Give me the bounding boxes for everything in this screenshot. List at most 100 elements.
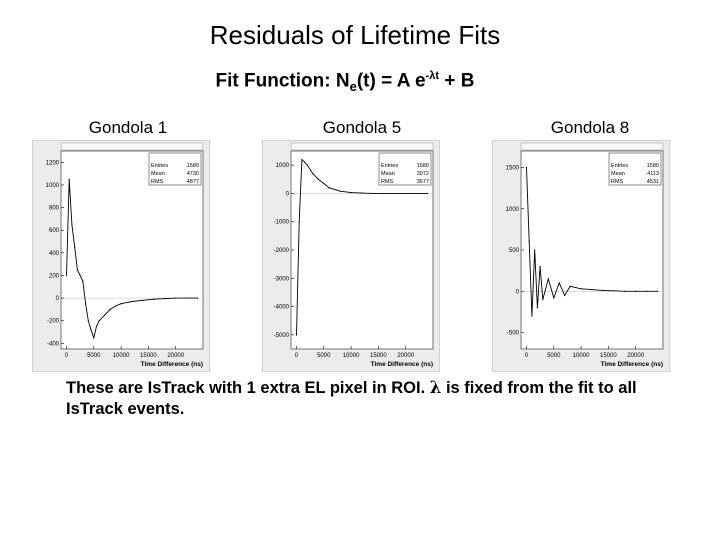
data-point — [196, 297, 199, 299]
data-point — [68, 178, 70, 180]
slide-title: Residuals of Lifetime Fits — [209, 20, 501, 50]
chart-panel-gondola-5: Entries 1580 Mean 3072 RMS 3677 -5000 -4000 -300… — [262, 140, 440, 372]
y-tick-label: 1000 — [276, 163, 290, 169]
data-point — [298, 221, 300, 223]
chart-panel-gondola-8: Entries 1580 Mean 4113 RMS 4531 -500 0 500 1000 15… — [492, 140, 670, 372]
x-axis-label: Time Difference (ns) — [371, 361, 433, 368]
data-point — [624, 290, 626, 292]
y-tick-label: -200 — [47, 319, 60, 325]
data-point — [304, 161, 306, 163]
data-point — [383, 192, 385, 195]
x-tick-label: 0 — [525, 353, 529, 359]
y-tick-label: 1000 — [506, 207, 520, 213]
data-point — [635, 290, 637, 292]
x-tick-label: 15000 — [140, 353, 157, 359]
data-point — [131, 300, 133, 303]
chart-gondola-5: Entries 1580 Mean 3072 RMS 3677 -5000 -4000 -300… — [274, 142, 434, 368]
stats-label: RMS — [611, 179, 624, 185]
data-point — [613, 290, 615, 292]
data-point — [553, 297, 555, 299]
data-point — [372, 192, 374, 195]
data-point — [547, 278, 549, 280]
y-tick-label: -400 — [47, 341, 60, 347]
data-point — [306, 164, 308, 166]
data-point — [339, 190, 341, 192]
data-point — [580, 288, 582, 290]
data-point — [328, 187, 330, 189]
data-point — [84, 303, 87, 305]
panel-label-gondola-5: Gondola 5 — [322, 118, 402, 137]
chart-panel-gondola-1: Entries 1580 Mean 4730 RMS 4877 -400 -200 0 200 40… — [32, 140, 210, 372]
data-point — [120, 303, 122, 305]
histogram-title-strip — [60, 142, 204, 151]
data-point — [79, 274, 81, 277]
data-point — [104, 314, 106, 316]
data-point — [115, 305, 117, 307]
panel-label-gondola-1: Gondola 1 — [88, 118, 168, 137]
data-point — [323, 182, 325, 185]
stats-value: 1580 — [417, 163, 429, 169]
x-tick-label: 20000 — [167, 353, 184, 359]
stats-value: 1580 — [187, 163, 199, 169]
x-tick-label: 15000 — [370, 353, 387, 359]
y-tick-label: 200 — [49, 273, 60, 279]
x-tick-label: 20000 — [397, 353, 414, 359]
data-point — [426, 192, 429, 195]
data-point — [528, 241, 530, 243]
residual-series-line — [296, 158, 428, 335]
x-tick-label: 15000 — [600, 353, 617, 359]
y-tick-label: -5000 — [274, 333, 290, 339]
x-tick-label: 5000 — [547, 353, 561, 359]
stats-value: 3072 — [417, 171, 429, 177]
y-tick-label: 0 — [56, 296, 60, 302]
data-point — [416, 192, 418, 195]
data-point — [405, 192, 407, 195]
stats-value: 4730 — [187, 171, 199, 177]
y-tick-label: -3000 — [274, 276, 290, 282]
stats-label: Entries — [611, 163, 628, 169]
stats-label: RMS — [381, 179, 394, 185]
data-point — [93, 337, 95, 339]
stats-value: 4113 — [647, 171, 659, 177]
data-point — [591, 289, 593, 291]
residual-series-line — [526, 167, 658, 317]
residual-series-line — [66, 179, 198, 340]
x-axis-label: Time Difference (ns) — [141, 361, 203, 368]
stats-label: Mean — [381, 171, 395, 177]
stats-value: 1580 — [647, 163, 659, 169]
lambda-symbol: λ — [429, 378, 442, 397]
data-point — [74, 246, 76, 248]
stats-box — [378, 152, 432, 186]
data-point — [142, 299, 144, 301]
data-point — [95, 325, 98, 327]
data-point — [295, 334, 298, 336]
y-tick-label: -2000 — [274, 248, 290, 254]
data-point — [361, 192, 363, 194]
y-tick-label: 1000 — [46, 183, 60, 189]
data-point — [536, 307, 538, 309]
chart-gondola-1: Entries 1580 Mean 4730 RMS 4877 -400 -200 0 200 40… — [46, 142, 204, 368]
data-point — [569, 285, 571, 287]
data-point — [646, 290, 648, 292]
data-point — [65, 274, 68, 277]
data-point — [301, 158, 303, 161]
y-tick-label: -4000 — [274, 305, 290, 311]
data-point — [350, 191, 352, 194]
stats-label: RMS — [151, 179, 164, 185]
stats-label: Entries — [381, 163, 398, 169]
stats-box — [148, 152, 202, 186]
data-point — [71, 223, 73, 226]
data-point — [525, 166, 528, 169]
stats-value: 4877 — [187, 179, 199, 185]
y-tick-label: 600 — [49, 228, 60, 234]
data-point — [317, 178, 319, 180]
y-tick-label: 800 — [49, 206, 60, 212]
y-tick-label: -500 — [507, 331, 520, 337]
stats-box — [608, 152, 662, 186]
data-point — [175, 297, 177, 299]
data-point — [153, 298, 155, 300]
data-point — [312, 173, 314, 175]
data-point — [564, 294, 566, 296]
caption-part1: These are IsTrack with 1 extra EL pixel … — [66, 379, 426, 397]
x-tick-label: 5000 — [317, 353, 331, 359]
